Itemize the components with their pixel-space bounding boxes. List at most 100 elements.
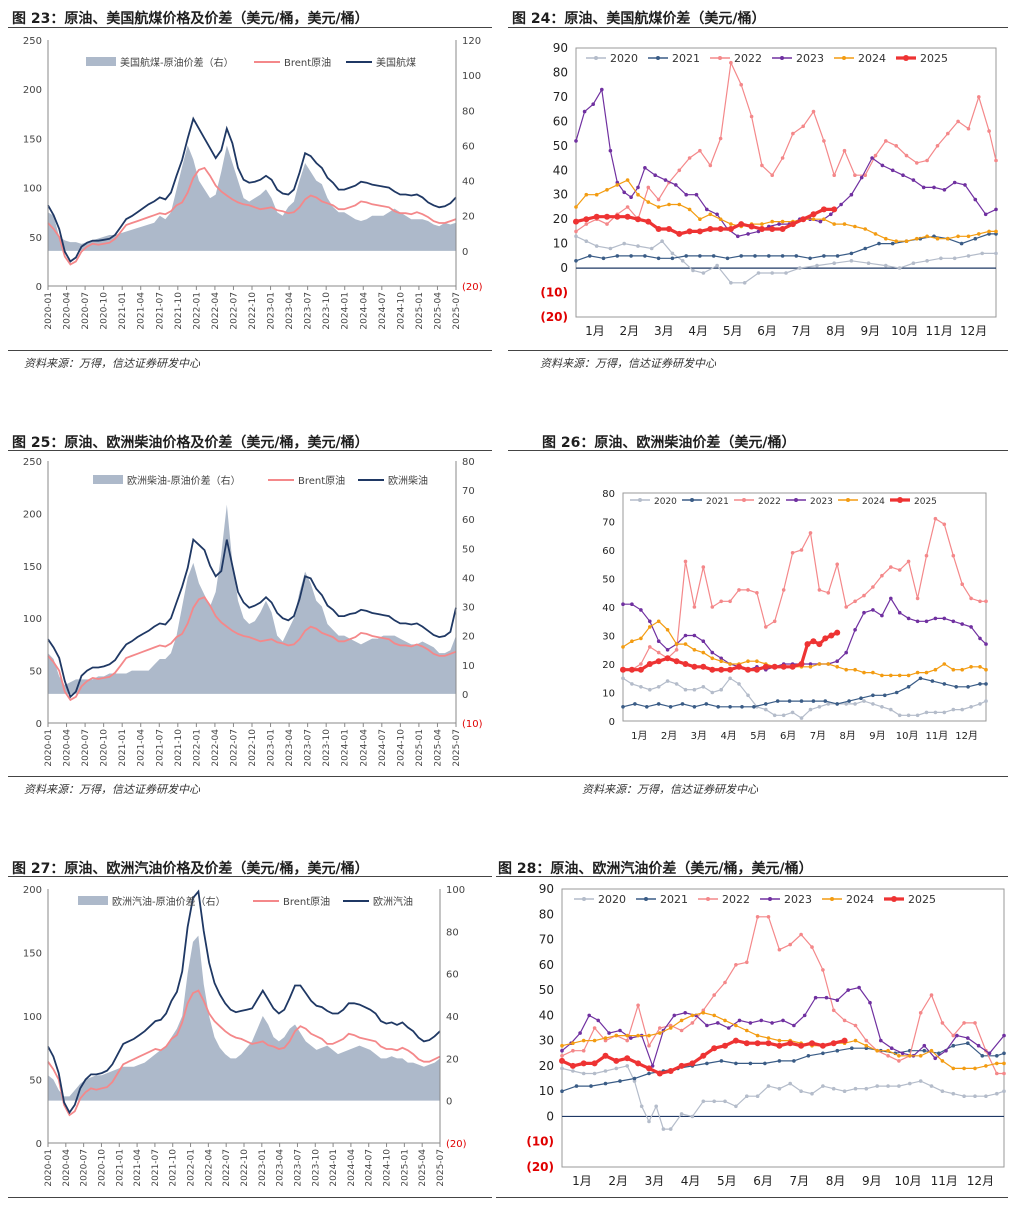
y-tick-label: 80 (602, 489, 615, 500)
series-2024-point (621, 645, 625, 649)
series-2022-point (708, 163, 713, 168)
series-2020-point (911, 261, 916, 265)
series-2020-point (571, 1069, 575, 1073)
series-2025-point (709, 666, 716, 673)
series-2024-point (853, 1038, 858, 1043)
series-2022-point (766, 915, 771, 919)
series-2020-point (925, 259, 929, 263)
series-2023-point (960, 622, 964, 626)
series-2025-point (798, 1042, 805, 1049)
series-2023-point (622, 190, 626, 195)
series-2024-point (925, 234, 929, 239)
series-2023-point (607, 1031, 611, 1035)
series-2020-point (692, 687, 697, 692)
brent-line (47, 596, 457, 702)
series-2020-point (788, 1081, 792, 1086)
series-2020-point (995, 1091, 999, 1096)
series-2024-point (646, 200, 651, 204)
series-2021-point (930, 679, 935, 683)
x-tick-label: 2020-04 (63, 729, 73, 767)
chart-24-title: 图 24：原油、美国航煤价差（美元/桶） (512, 11, 766, 27)
series-2020-point (592, 1071, 597, 1076)
series-2020-point (719, 687, 723, 692)
series-2024-point (978, 665, 982, 669)
series-2020-point (784, 271, 788, 275)
series-2023-point (684, 192, 688, 197)
legend-label: 欧洲汽油-原油价差（右） (112, 895, 226, 908)
chart-23-bottom-rule (8, 350, 492, 351)
series-2023-point (921, 185, 926, 190)
legend-marker (842, 56, 846, 60)
y-right-tick-label: 60 (446, 970, 459, 981)
y-tick-label: 70 (602, 518, 615, 529)
x-tick-label: 2025-07 (436, 1149, 446, 1187)
series-2023-point (781, 1018, 785, 1023)
x-tick-label: 2025-04 (433, 292, 443, 330)
series-2024-point (777, 1038, 782, 1043)
x-tick-label: 2024-10 (396, 292, 406, 330)
series-2023-point (629, 1036, 633, 1040)
series-2024-point (698, 217, 702, 221)
series-2025-point (789, 221, 796, 228)
series-2024-point (817, 662, 822, 666)
x-tick-label: 5月 (717, 1174, 737, 1188)
x-tick-label: 2024-10 (396, 729, 406, 767)
legend-label: 2022 (722, 893, 750, 906)
y-tick-label: 60 (539, 958, 554, 972)
series-2024-point (615, 183, 620, 187)
series-2021-point (850, 1046, 854, 1050)
series-2021-point (792, 1059, 796, 1063)
series-2023-point (901, 173, 905, 177)
series-2024-point (951, 667, 956, 672)
series-2023-point (1002, 1033, 1006, 1038)
series-2021-point (890, 241, 895, 246)
series-2022-point (658, 1026, 662, 1030)
x-tick-label: 2025-07 (452, 292, 462, 330)
series-2023-point (969, 625, 973, 629)
series-2023-line (575, 87, 997, 237)
legend-label: 2020 (598, 893, 626, 906)
legend-marker (891, 896, 897, 902)
x-tick-label: 2024-07 (365, 1149, 375, 1187)
series-2023-point (802, 1013, 807, 1018)
series-2021-point (966, 1041, 970, 1045)
series-2022-point (656, 650, 661, 655)
x-tick-label: 2022-07 (229, 729, 239, 767)
y-right-tick-label: 40 (446, 1012, 459, 1023)
series-2021-point (942, 682, 947, 686)
y-right-tick-label: 30 (462, 603, 475, 614)
series-2025-point (789, 663, 796, 670)
series-2025-point (828, 632, 835, 639)
chart-26-top-rule (508, 450, 1008, 451)
series-2023-point (870, 156, 874, 160)
y-tick-label: 10 (602, 689, 615, 700)
series-2020-point (603, 1069, 608, 1073)
series-2024-point (605, 188, 609, 192)
series-2022-point (906, 559, 911, 564)
series-2022-point (994, 158, 998, 163)
legend-marker (846, 498, 850, 502)
series-2025-point (691, 663, 698, 670)
series-2020-point (889, 707, 893, 712)
series-2023-point (716, 1021, 720, 1025)
x-tick-label: 9月 (869, 730, 885, 742)
legend-marker (690, 498, 694, 502)
series-2025-point (591, 1060, 598, 1067)
y-tick-label: 50 (539, 983, 554, 997)
x-tick-label: 10月 (894, 1174, 921, 1188)
series-2024-point (935, 236, 940, 241)
series-2023-point (942, 616, 947, 621)
series-2025-point (673, 658, 680, 665)
series-2024-point (811, 217, 816, 221)
legend-marker (794, 498, 798, 502)
series-2025-point (569, 1062, 576, 1069)
series-2025-point (771, 663, 778, 670)
series-2022-point (745, 960, 749, 965)
series-2024-point (995, 1061, 999, 1066)
series-2022-point (960, 582, 964, 586)
series-2025-point (841, 1037, 848, 1044)
series-2022-point (995, 1071, 999, 1076)
series-2022-point (956, 119, 960, 124)
y-tick-label: 70 (553, 90, 568, 104)
x-tick-label: 1月 (572, 1174, 592, 1188)
